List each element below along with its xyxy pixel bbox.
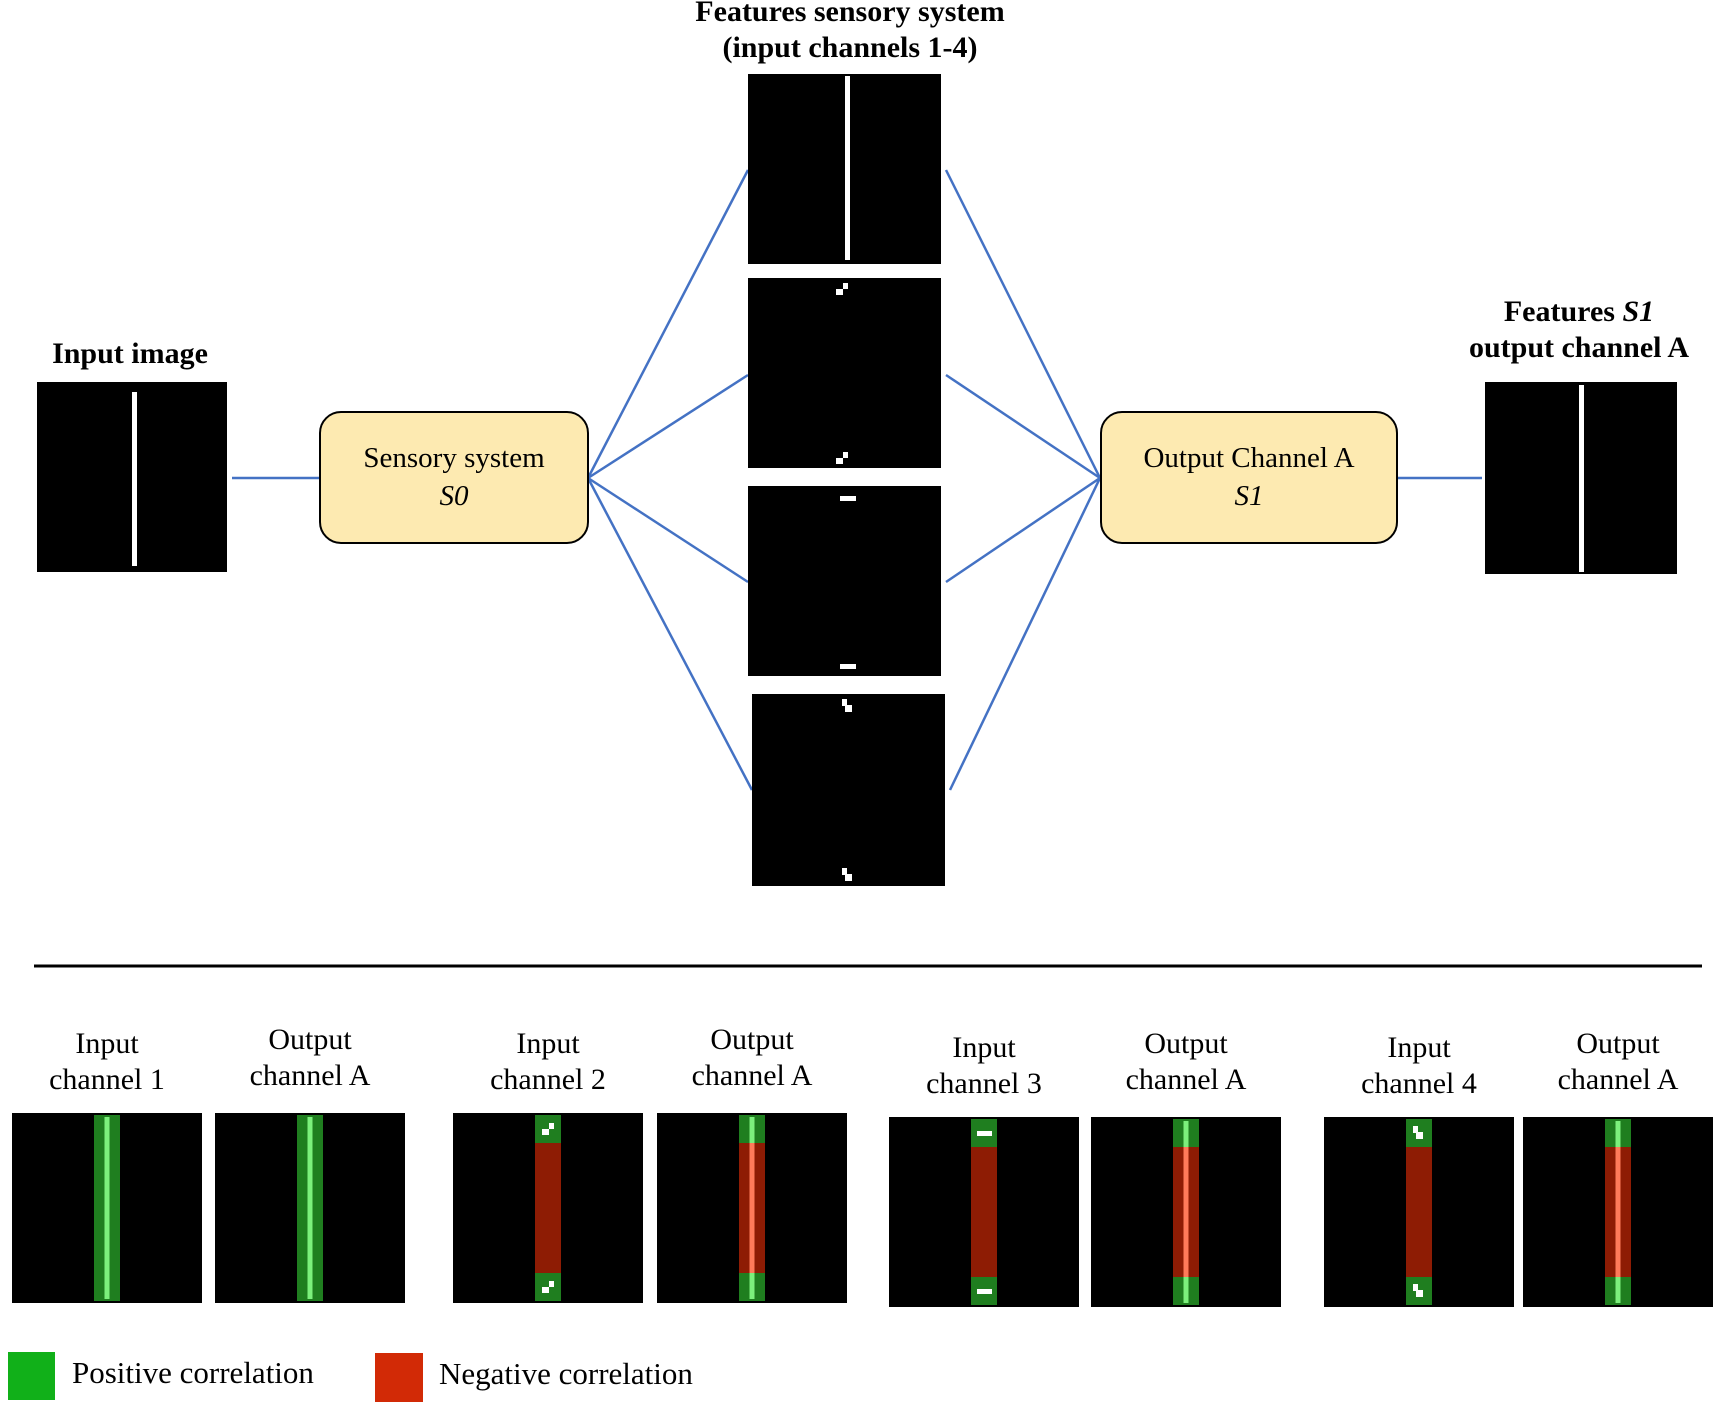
connector-ch3-to-s1: [945, 476, 1101, 584]
sensory-title-line1: Features sensory system: [695, 0, 1005, 28]
output-channel-a-label-4-line1: Output: [1576, 1027, 1660, 1060]
negative-band: [971, 1147, 997, 1277]
output-channel-a-label-1-line1: Output: [268, 1023, 352, 1056]
legend-positive-label: Positive correlation: [72, 1355, 314, 1390]
output-channel-a-label-2-line2: channel A: [691, 1059, 813, 1092]
output-box-line1: Output Channel A: [1143, 441, 1355, 474]
connector-s0-to-ch1: [586, 169, 750, 479]
output-channel-a-label-3: Output channel A: [1071, 1026, 1301, 1098]
output-channel-a-label-3-line2: channel A: [1125, 1063, 1247, 1096]
output-channel-a-map-4: [1523, 1117, 1713, 1307]
sensory-system-title: Features sensory system (input channels …: [630, 0, 1070, 66]
sensory-title-line2: (input channels 1-4): [722, 31, 978, 64]
input-channel-3-label: Input channel 3: [869, 1030, 1099, 1102]
legend-negative-label: Negative correlation: [439, 1356, 693, 1391]
output-channel-a-label-4-line2: channel A: [1557, 1063, 1679, 1096]
s1-label-line2: output channel A: [1468, 331, 1690, 364]
input-image: [37, 382, 227, 572]
connector-s0-to-ch3: [587, 476, 749, 584]
s1-label-italic: S1: [1622, 295, 1655, 328]
connector-ch4-to-s1: [948, 477, 1102, 791]
negative-band: [1406, 1147, 1432, 1277]
input-channel-1-label-line1: Input: [75, 1027, 139, 1060]
input-channel-4-label-line1: Input: [1387, 1031, 1451, 1064]
input-channel-3-map: [889, 1117, 1079, 1307]
sensory-box-line1: Sensory system: [363, 441, 545, 474]
connector-ch2-to-s1: [945, 373, 1101, 480]
input-channel-4-label: Input channel 4: [1304, 1030, 1534, 1102]
output-channel-a-label-4: Output channel A: [1503, 1026, 1718, 1098]
bottom-correlation-maps: [12, 1113, 1713, 1307]
input-channel-4-label-line2: channel 4: [1361, 1067, 1477, 1100]
s1-output-image: [1485, 382, 1677, 574]
connector-lines: [232, 169, 1482, 791]
output-channel-a-label-1: Output channel A: [195, 1022, 425, 1094]
output-channel-a-map-3: [1091, 1117, 1281, 1307]
input-channel-1-map: [12, 1113, 202, 1303]
input-channel-3-label-line2: channel 3: [926, 1067, 1042, 1100]
input-channel-2-label-line2: channel 2: [490, 1063, 606, 1096]
input-channel-2-label-line1: Input: [516, 1027, 580, 1060]
input-channel-4-map: [1324, 1117, 1514, 1307]
output-channel-a-label-1-line2: channel A: [249, 1059, 371, 1092]
output-channel-a-label-2-line1: Output: [710, 1023, 794, 1056]
input-channel-2-label: Input channel 2: [433, 1026, 663, 1098]
output-channel-a-map-1: [215, 1113, 405, 1303]
connector-s0-to-ch4: [586, 477, 754, 791]
input-image-label: Input image: [52, 337, 208, 370]
output-channel-a-label-2: Output channel A: [637, 1022, 867, 1094]
sensory-system-box: Sensory system S0: [319, 411, 589, 544]
negative-band: [535, 1143, 561, 1273]
output-box-line2: S1: [1234, 479, 1264, 512]
input-channel-3-label-line1: Input: [952, 1031, 1016, 1064]
legend-positive-swatch: [8, 1352, 55, 1400]
sensory-channel-1-image: [748, 74, 941, 264]
sensory-channel-2-image: [748, 278, 941, 468]
sensory-channel-3-image: [748, 486, 941, 676]
legend-negative-swatch: [375, 1353, 423, 1402]
input-channel-1-label-line2: channel 1: [49, 1063, 165, 1096]
output-channel-a-map-2: [657, 1113, 847, 1303]
connector-ch1-to-s1: [944, 169, 1102, 479]
input-channel-1-label: Input channel 1: [0, 1026, 222, 1098]
sensory-channel-4-image: [752, 694, 945, 886]
s1-output-label: Features S1 output channel A: [1440, 294, 1718, 366]
sensory-box-line2: S0: [439, 479, 469, 512]
output-channel-box: Output Channel A S1: [1100, 411, 1398, 544]
connector-s0-to-ch2: [587, 373, 749, 480]
input-channel-2-map: [453, 1113, 643, 1303]
output-channel-a-label-3-line1: Output: [1144, 1027, 1228, 1060]
s1-label-line1: Features S1: [1503, 295, 1655, 328]
